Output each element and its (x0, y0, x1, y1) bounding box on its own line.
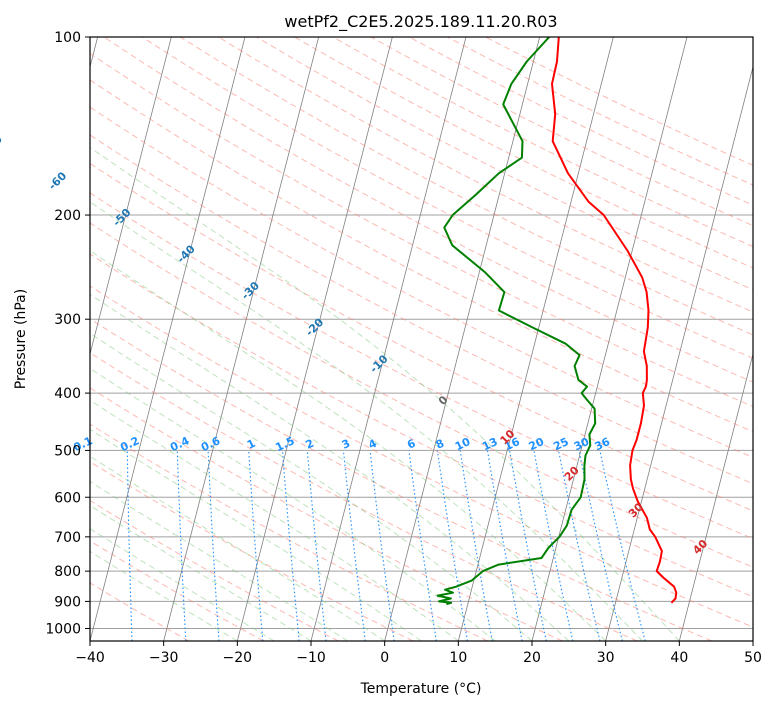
x-tick-label: −10 (296, 650, 326, 666)
dry-adiabat-line (0, 37, 712, 641)
dry-adiabat-line (0, 37, 775, 641)
x-tick-label: 40 (670, 650, 688, 666)
dry-adiabat-line (0, 37, 775, 641)
isotherm-line (90, 37, 245, 641)
x-tick-label: −20 (223, 650, 253, 666)
x-axis-label: Temperature (°C) (360, 681, 482, 697)
dry-adiabat-line (28, 37, 775, 641)
mixing-ratio-line (559, 450, 600, 641)
moist-adiabat-line (0, 37, 311, 641)
profile-lines (438, 37, 677, 604)
isotherm-line (606, 37, 761, 641)
y-tick-label: 400 (54, 386, 81, 402)
dry-adiabat-label: -70 (0, 132, 5, 155)
dry-adiabat-line (0, 37, 775, 641)
mixing-ratio-line (343, 450, 365, 641)
dry-adiabat-line (0, 37, 775, 641)
x-tick-label: 0 (380, 650, 389, 666)
mixing-ratio-line (488, 450, 523, 641)
isotherm-line (753, 37, 775, 641)
mixing-ratio-label: 4 (366, 437, 379, 452)
isotherm-line (16, 37, 171, 641)
dry-adiabat-line (0, 37, 637, 641)
x-tick-label: −40 (75, 650, 105, 666)
y-tick-label: 900 (54, 594, 81, 610)
moist-adiabat-line (0, 37, 385, 641)
y-ticks: 100 200 300 400 500 600 700 800 900 1000 (45, 30, 90, 637)
mixing-ratio-line (208, 450, 219, 641)
y-tick-label: 200 (54, 208, 81, 224)
y-tick-label: 600 (54, 490, 81, 506)
y-tick-label: 500 (54, 443, 81, 459)
dry-adiabat-label: -30 (239, 279, 262, 302)
mixing-ratio-label: 3 (340, 437, 352, 452)
x-tick-label: 20 (523, 650, 541, 666)
dry-adiabat-label: -50 (110, 206, 133, 229)
moist-adiabat-line (0, 37, 532, 641)
mixing-ratio-label: 0.4 (168, 434, 191, 454)
x-tick-label: 50 (744, 650, 762, 666)
dry-adiabat-line (0, 37, 775, 641)
dry-adiabat-line (0, 37, 775, 641)
chart-title: wetPf2_C2E5.2025.189.11.20.R03 (284, 12, 557, 32)
x-tick-label: 10 (449, 650, 467, 666)
y-tick-label: 300 (54, 312, 81, 328)
dry-adiabat-line (0, 37, 775, 641)
mixing-ratio-line (177, 450, 186, 641)
y-tick-label: 800 (54, 564, 81, 580)
isotherm-line (237, 37, 392, 641)
moist-adiabat-line (0, 37, 274, 641)
mixing-ratio-label: 0.6 (199, 434, 222, 454)
moist-adiabat-line (0, 37, 679, 641)
x-tick-label: −30 (149, 650, 179, 666)
line-labels: 0.10.20.40.611.52346810131620253036-100-… (0, 32, 711, 557)
y-tick-label: 1000 (45, 621, 81, 637)
plot-frame (90, 37, 753, 641)
dry-adiabat-label: -60 (46, 169, 69, 192)
dry-adiabat-label: 30 (626, 500, 646, 520)
dry-adiabat-line (104, 37, 775, 641)
dry-adiabat-line (0, 37, 488, 641)
dry-adiabat-line (371, 37, 775, 641)
dry-adiabat-label: -40 (175, 242, 198, 265)
mixing-ratio-label: 2 (304, 437, 316, 452)
dry-adiabat-line (0, 37, 264, 641)
mixing-ratio-line (437, 450, 467, 641)
mixing-ratio-line (600, 450, 645, 641)
dry-adiabat-label: -10 (367, 352, 390, 375)
x-tick-label: 30 (597, 650, 615, 666)
dry-adiabat-line (0, 37, 413, 641)
dry-adiabat-line (142, 37, 775, 641)
mixing-ratio-label: 8 (434, 437, 446, 452)
dry-adiabat-line (180, 37, 775, 641)
dry-adiabat-line (447, 37, 775, 641)
profile-series-line (438, 37, 596, 604)
mixing-ratio-line (510, 450, 547, 641)
mixing-ratio-line (370, 450, 394, 641)
moist-adiabat-line (0, 37, 495, 641)
mixing-ratio-line (307, 450, 326, 641)
moist-adiabat-line (0, 37, 422, 641)
dry-adiabat-line (486, 37, 775, 641)
mixing-ratio-label: 1.5 (273, 434, 296, 454)
dry-adiabat-line (66, 37, 775, 641)
y-tick-label: 700 (54, 530, 81, 546)
y-axis-label: Pressure (hPa) (13, 289, 29, 389)
dry-adiabat-line (409, 37, 775, 641)
mixing-ratio-label: 6 (405, 437, 418, 452)
mixing-ratio-line (579, 450, 622, 641)
dry-adiabat-label: 0 (436, 393, 451, 408)
isotherm-line (458, 37, 613, 641)
dry-adiabat-label: 40 (690, 537, 710, 557)
mixing-ratio-label: 0.2 (118, 434, 141, 454)
x-ticks: −40 −30 −20 −10 0 10 20 30 40 50 (75, 641, 762, 666)
mixing-ratio-line (249, 450, 263, 641)
background-lines (0, 37, 775, 641)
dry-adiabat-line (0, 37, 338, 641)
y-tick-label: 100 (54, 30, 81, 46)
